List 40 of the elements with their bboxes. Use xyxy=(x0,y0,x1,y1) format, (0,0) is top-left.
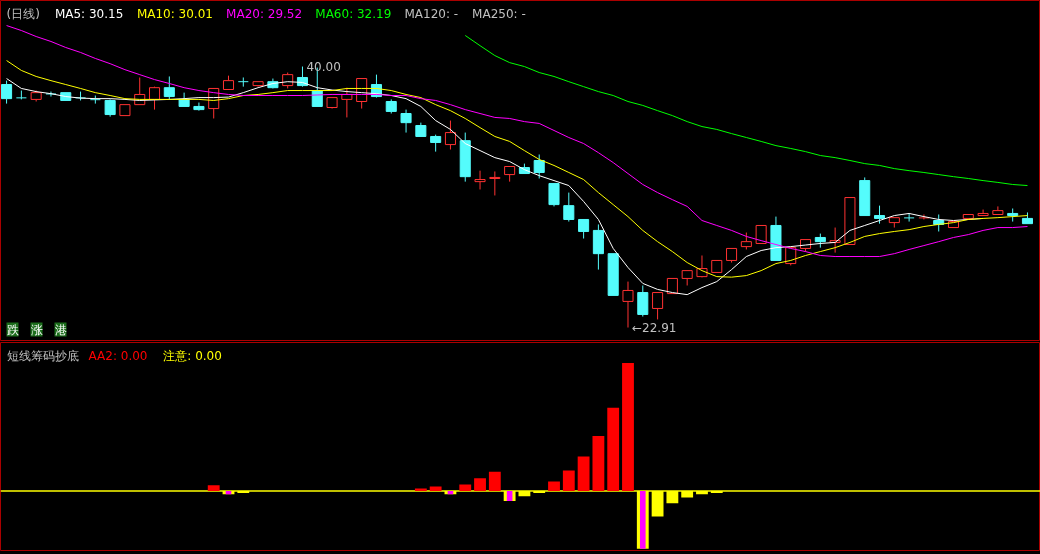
bar xyxy=(592,435,605,492)
text: AA2: 0.00 xyxy=(88,348,148,363)
bar xyxy=(207,485,220,492)
annotation: 涨 xyxy=(30,322,43,337)
bar xyxy=(429,486,442,492)
text: MA120: - xyxy=(404,6,459,21)
bar xyxy=(474,478,486,492)
candlestick xyxy=(104,99,116,118)
candlestick xyxy=(903,212,915,223)
candlestick xyxy=(45,91,57,98)
candlestick xyxy=(237,77,249,88)
annotation: ←22.91 xyxy=(631,320,677,335)
bar xyxy=(622,362,634,492)
bar xyxy=(548,481,560,492)
text: MA250: - xyxy=(472,6,526,21)
text: MA20: 29.52 xyxy=(226,6,303,21)
bar xyxy=(577,456,590,492)
bar xyxy=(562,470,575,492)
candlestick xyxy=(622,281,634,329)
candlestick xyxy=(385,98,397,115)
candlestick xyxy=(193,102,205,111)
candlestick xyxy=(474,170,486,190)
text: MA10: 30.01 xyxy=(136,6,213,21)
candlestick xyxy=(637,285,649,318)
candlestick xyxy=(563,192,575,223)
text: MA5: 30.15 xyxy=(54,6,124,21)
annotation: 港 xyxy=(54,322,67,337)
bar xyxy=(488,471,501,492)
chart-title: (日线) xyxy=(6,6,40,21)
bar xyxy=(459,484,472,492)
candlestick xyxy=(592,223,604,271)
text: MA60: 32.19 xyxy=(315,6,392,21)
bar xyxy=(414,488,427,492)
candlestick xyxy=(400,109,412,134)
annotation: 40.00 xyxy=(306,60,341,75)
text: 注意: 0.00 xyxy=(163,348,222,363)
bar xyxy=(607,407,620,492)
candlestick xyxy=(489,170,501,196)
annotation: 跌 xyxy=(6,322,19,337)
chart-title: 短线筹码抄底 xyxy=(6,348,79,363)
